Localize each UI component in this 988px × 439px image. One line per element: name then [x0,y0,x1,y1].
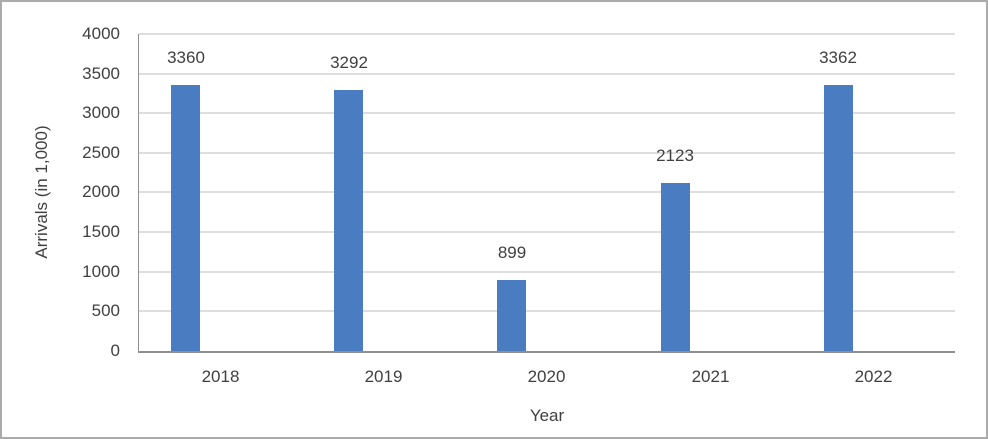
gridline [139,33,955,35]
y-tick-label: 3000 [82,103,120,122]
gridline [139,271,955,273]
bar-2022 [824,85,853,351]
data-label-2022: 3362 [819,48,857,67]
data-label-2019: 3292 [330,53,368,72]
y-tick-label: 500 [91,301,120,320]
gridline [139,310,955,312]
bar-2018 [171,85,200,351]
x-tick-label-2021: 2021 [691,367,730,386]
bar-2019 [334,90,363,351]
gridline [139,73,955,75]
x-tick-label-2019: 2019 [364,367,403,386]
gridline [139,152,955,154]
data-label-2021: 2123 [656,146,694,165]
bar-2020 [497,280,526,351]
x-tick-label-2022: 2022 [854,367,893,386]
x-tick-label-2018: 2018 [201,367,240,386]
y-tick-label: 1000 [82,262,120,281]
y-axis-tick-labels: 0 500 1000 1500 2000 2500 3000 3500 4000 [2,24,120,360]
y-tick-label: 1500 [82,222,120,241]
x-axis-title: Year [529,406,565,425]
gridline [139,112,955,114]
y-tick-label: 2000 [82,182,120,201]
y-tick-label: 2500 [82,143,120,162]
gridline [139,231,955,233]
y-tick-label: 0 [110,341,120,360]
data-label-2018: 3360 [167,48,205,67]
data-label-2020: 899 [497,243,527,262]
plot-area: 3360 3292 899 2123 3362 [138,33,955,353]
x-axis-tick-labels: 2018 2019 2020 2021 2022 [139,366,955,388]
x-tick-label-2020: 2020 [527,367,566,386]
y-tick-label: 3500 [82,64,120,83]
bar-2021 [661,183,690,351]
y-tick-label: 4000 [82,24,120,43]
gridline [139,191,955,193]
